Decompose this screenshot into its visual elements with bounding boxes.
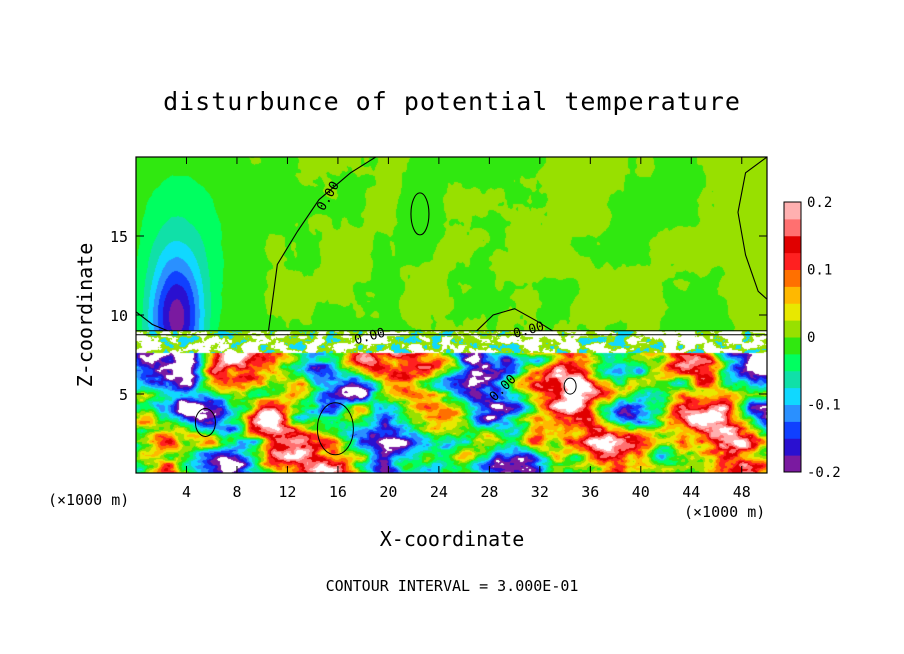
colorbar-segment <box>784 252 801 270</box>
colorbar-segment <box>784 235 801 254</box>
colorbar-segment <box>784 286 801 304</box>
colorbar-segment <box>784 421 801 439</box>
contour-line <box>410 192 430 236</box>
colorbar-segment <box>784 337 801 355</box>
colorbar-segment <box>784 438 801 456</box>
contour-line <box>563 377 577 395</box>
colorbar-tick-label: -0.2 <box>807 465 841 481</box>
temperature-field <box>136 157 767 473</box>
colorbar-tick-label: 0 <box>807 330 815 346</box>
colorbar-segment <box>784 387 801 405</box>
x-tick-label: 12 <box>278 483 296 501</box>
colorbar-segment <box>784 303 801 321</box>
contour-line <box>136 311 168 332</box>
contour-interval-note: CONTOUR INTERVAL = 3.000E-01 <box>326 577 579 595</box>
x-tick-label: 8 <box>232 483 241 501</box>
chart-title: disturbunce of potential temperature <box>163 87 741 116</box>
x-axis-unit-left: (×1000 m) <box>48 491 129 509</box>
x-tick-label: 4 <box>182 483 191 501</box>
x-axis-ticks: 4 8 12 16 20 24 28 32 36 40 44 48 <box>182 157 751 501</box>
colorbar-segment <box>784 269 801 287</box>
colorbar-segment <box>784 202 801 220</box>
x-tick-label: 40 <box>632 483 650 501</box>
colorbar-segment <box>784 455 801 473</box>
x-tick-label: 16 <box>329 483 347 501</box>
x-axis-unit-right: (×1000 m) <box>684 503 765 521</box>
x-tick-label: 36 <box>581 483 599 501</box>
x-tick-label: 28 <box>480 483 498 501</box>
contour-lines <box>136 157 767 456</box>
colorbar-ticks: 0.2 0.1 0 -0.1 -0.2 <box>807 195 841 481</box>
y-tick-label: 5 <box>119 386 128 404</box>
colorbar-tick-label: -0.1 <box>807 398 841 414</box>
colorbar <box>783 201 802 473</box>
x-tick-label: 48 <box>733 483 751 501</box>
contour-line <box>267 157 377 331</box>
contour-line <box>316 402 354 456</box>
colorbar-frame <box>783 201 802 473</box>
contour-line <box>194 407 216 437</box>
x-tick-label: 20 <box>379 483 397 501</box>
colorbar-segment <box>784 353 801 372</box>
colorbar-tick-label: 0.1 <box>807 263 832 279</box>
x-tick-label: 24 <box>430 483 448 501</box>
y-axis-ticks: 5 10 15 <box>110 228 767 404</box>
contour-line <box>476 308 553 332</box>
x-tick-label: 32 <box>531 483 549 501</box>
plot-area <box>136 157 767 473</box>
y-axis-label: Z-coordinate <box>73 243 97 388</box>
x-tick-label: 44 <box>682 483 700 501</box>
colorbar-tick-label: 0.2 <box>807 195 832 211</box>
colorbar-segment <box>784 370 801 389</box>
colorbar-segment <box>784 320 801 338</box>
colorbar-segment <box>784 218 801 237</box>
x-axis-label: X-coordinate <box>380 527 525 551</box>
y-tick-label: 15 <box>110 228 128 246</box>
colorbar-segment <box>784 404 801 422</box>
contour-line <box>737 157 767 300</box>
y-tick-label: 10 <box>110 307 128 325</box>
